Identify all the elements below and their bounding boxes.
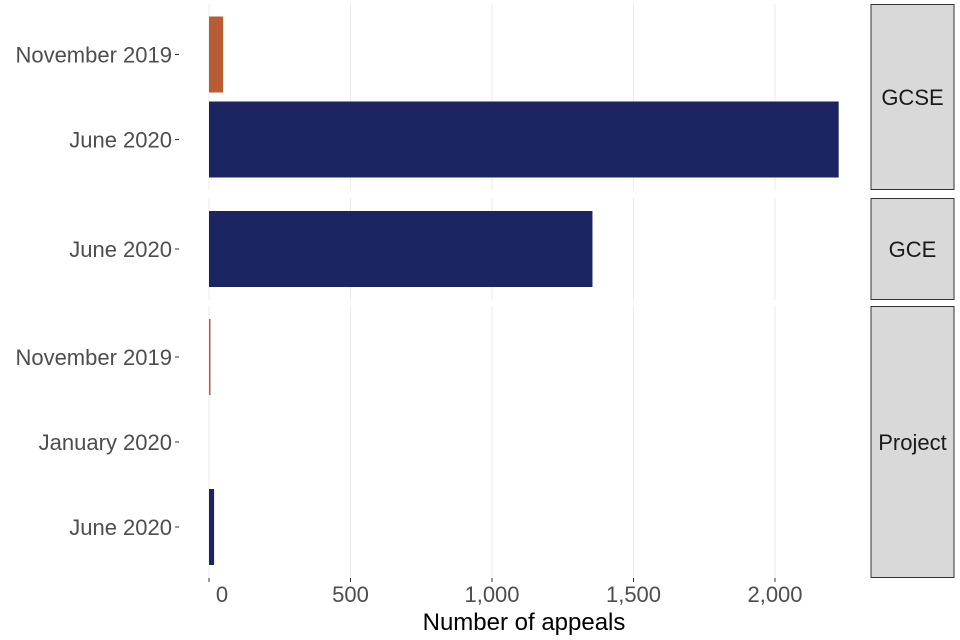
category-label: June 2020 <box>69 237 172 262</box>
bar-project-november-2019 <box>209 319 211 395</box>
bar-project-june-2020 <box>209 489 215 565</box>
x-tick-label: 0 <box>216 582 228 607</box>
category-labels: November 2019 June 2020 June 2020 November … <box>15 43 179 540</box>
bar-gcse-june-2020 <box>209 101 839 178</box>
bars <box>209 16 839 565</box>
facet-strip-gcse <box>870 4 955 190</box>
category-label: November 2019 <box>15 345 172 370</box>
category-label: November 2019 <box>15 43 172 68</box>
x-tick-label: 1,000 <box>464 582 519 607</box>
grid-lines <box>208 4 776 578</box>
x-tick-label: 2,000 <box>747 582 802 607</box>
category-label: June 2020 <box>69 515 172 540</box>
facet-strip-label: GCSE <box>881 85 943 110</box>
x-axis-title: Number of appeals <box>423 609 626 636</box>
facet-strips: GCSE GCE Project <box>870 4 955 578</box>
category-label: June 2020 <box>69 128 172 153</box>
category-label: January 2020 <box>39 430 172 455</box>
facet-strip-gce <box>870 198 955 300</box>
bar-gcse-november-2019 <box>209 16 224 93</box>
x-axis-ticks: 0 500 1,000 1,500 2,000 <box>208 578 803 607</box>
facet-strip-label: GCE <box>889 237 937 262</box>
x-tick-label: 1,500 <box>606 582 661 607</box>
facet-strip-label: Project <box>878 430 946 455</box>
x-tick-label: 500 <box>332 582 369 607</box>
bar-gce-june-2020 <box>209 211 593 287</box>
facet-strip-project <box>870 306 955 578</box>
